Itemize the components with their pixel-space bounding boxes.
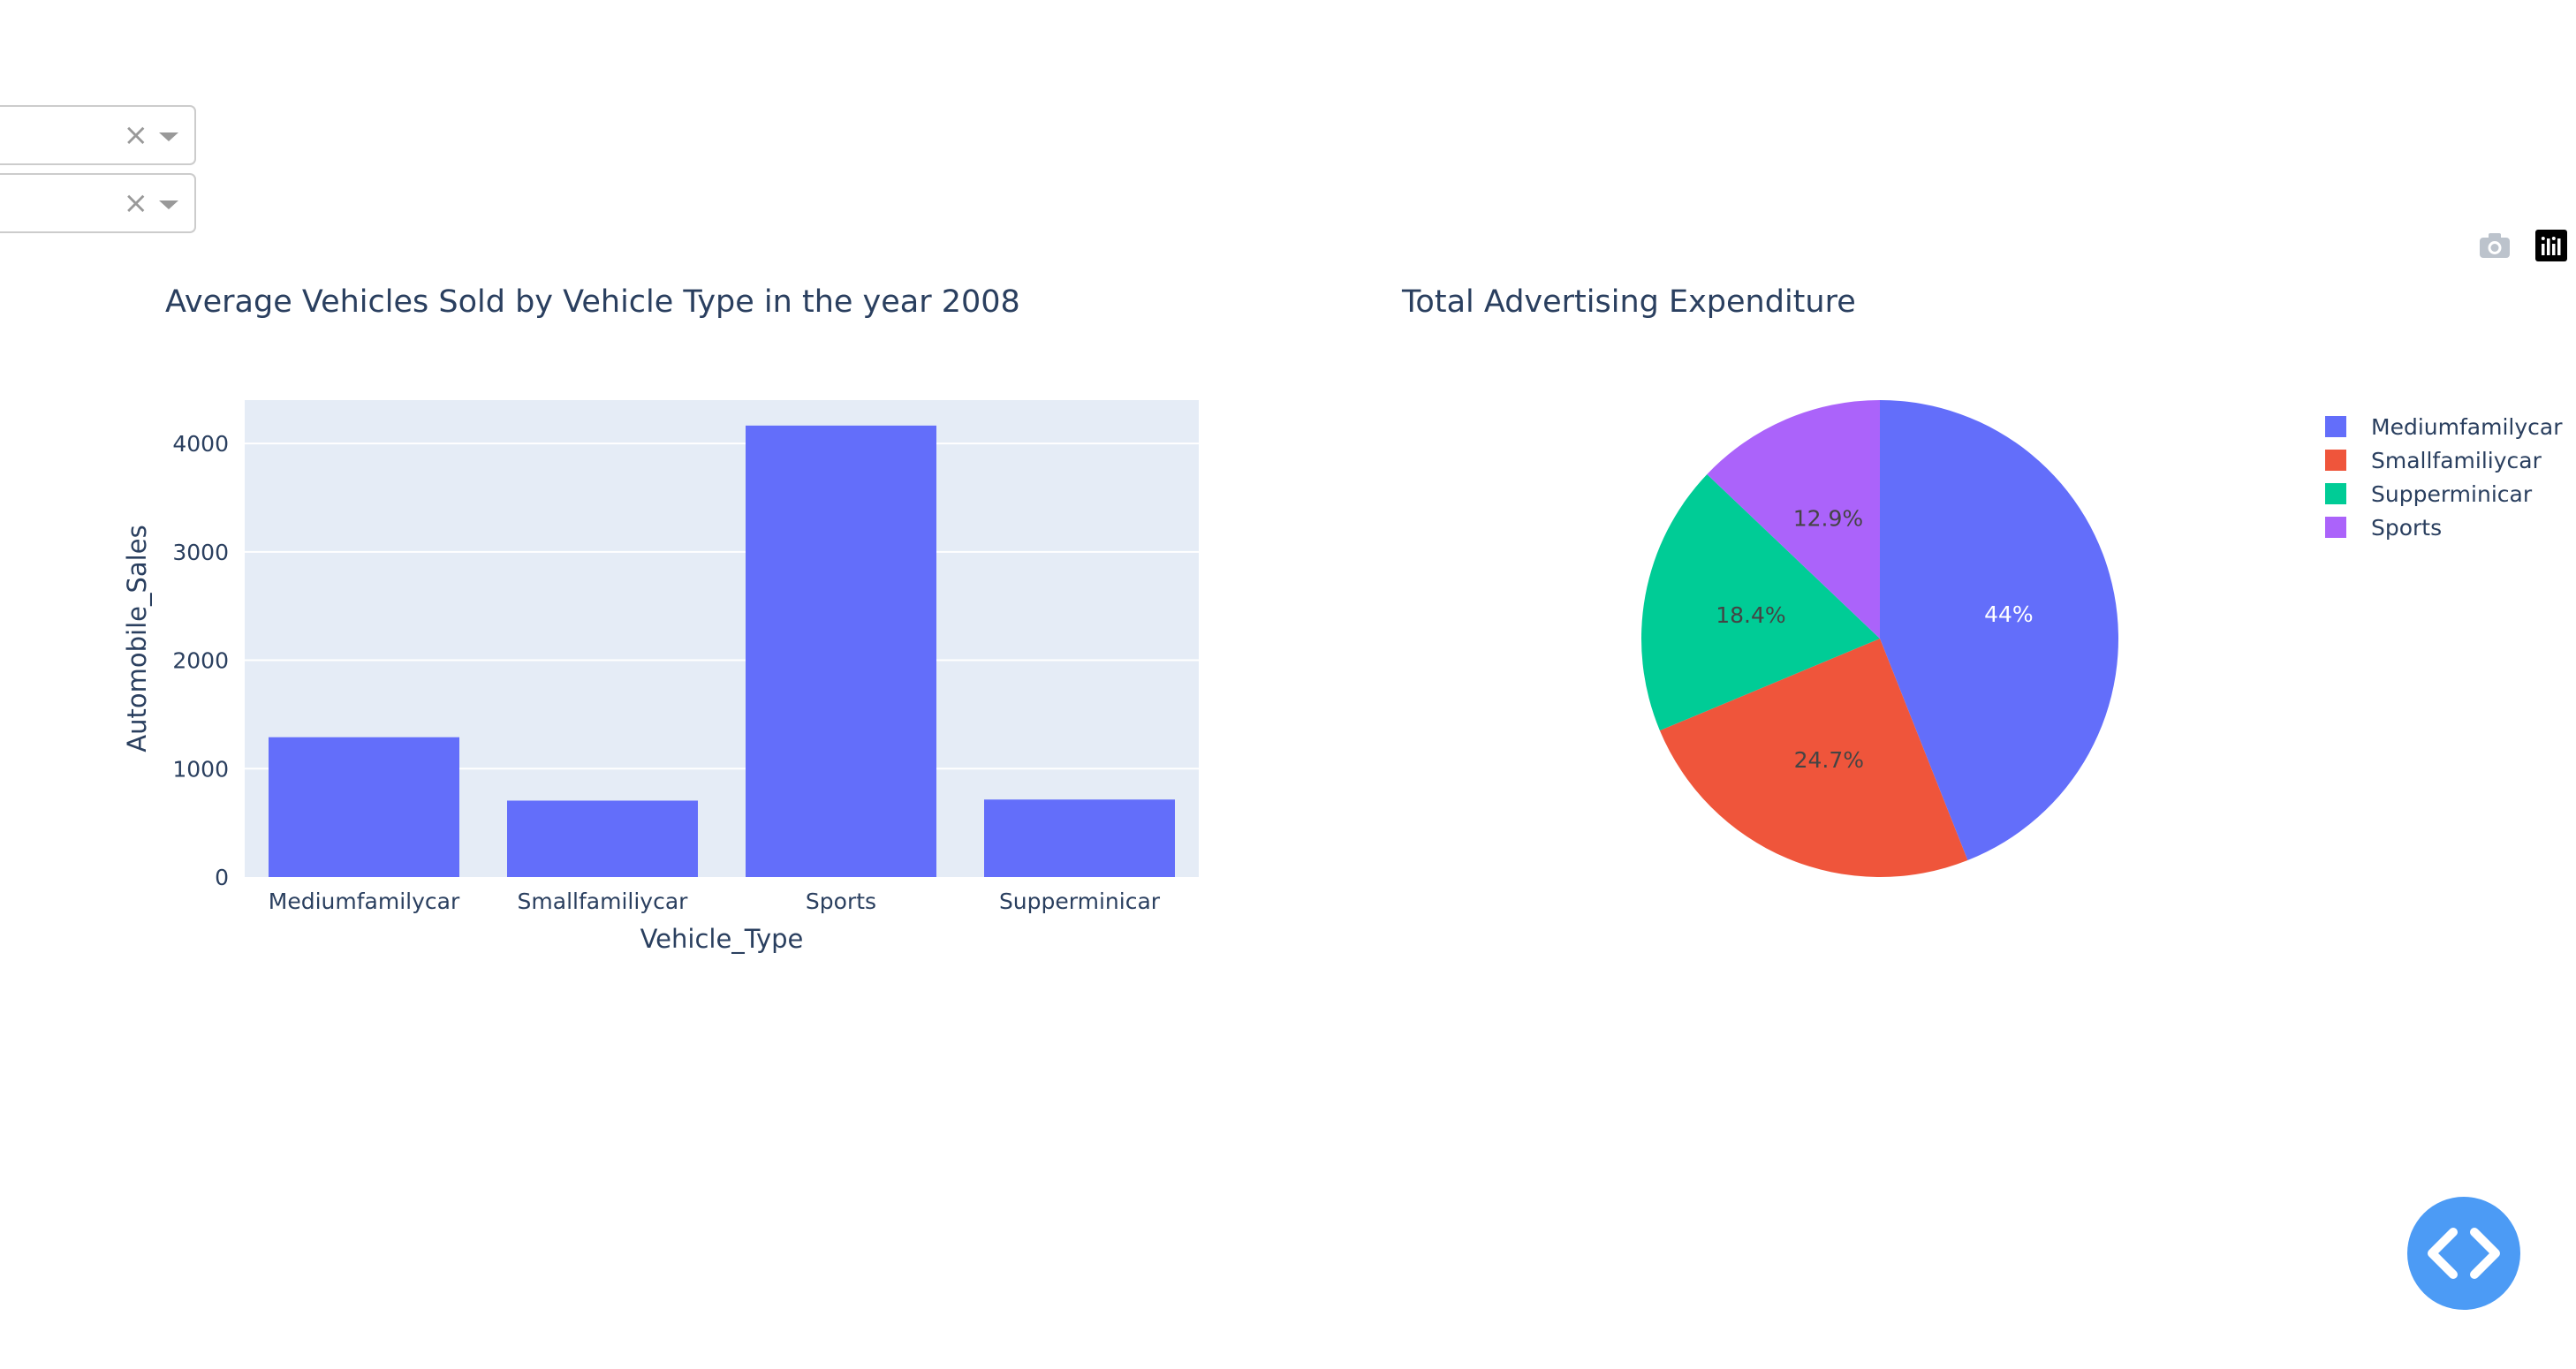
x-tick-label: Mediumfamilycar xyxy=(269,889,460,914)
bar xyxy=(984,799,1175,877)
y-tick-label: 1000 xyxy=(172,756,229,782)
y-tick-label: 0 xyxy=(215,865,229,890)
bar xyxy=(746,425,936,877)
chart-title: Total Advertising Expenditure xyxy=(1401,284,1856,320)
filter-dropdown-1[interactable]: × xyxy=(0,105,196,165)
x-tick-label: Smallfamiliycar xyxy=(518,889,689,914)
bar-chart: Average Vehicles Sold by Vehicle Type in… xyxy=(122,284,1199,954)
slice-label: 44% xyxy=(1984,601,2034,627)
bar xyxy=(269,737,459,877)
x-tick-label: Supperminicar xyxy=(999,889,1161,914)
legend-swatch xyxy=(2325,416,2346,437)
camera-icon[interactable] xyxy=(2478,231,2512,260)
y-tick-label: 2000 xyxy=(172,648,229,674)
slice-label: 12.9% xyxy=(1793,506,1863,532)
x-tick-label: Sports xyxy=(806,889,876,914)
pie-slice xyxy=(1707,400,1880,639)
y-axis-title: Automobile_Sales xyxy=(122,525,152,752)
pie-slice xyxy=(1880,400,2118,861)
legend-swatch xyxy=(2325,517,2346,538)
y-tick-label: 4000 xyxy=(172,431,229,457)
code-toggle-button[interactable] xyxy=(2407,1197,2520,1310)
slice-label: 18.4% xyxy=(1716,602,1785,628)
pie-slice xyxy=(1641,473,1880,731)
chart-title: Average Vehicles Sold by Vehicle Type in… xyxy=(165,284,1020,320)
pie-slice xyxy=(1659,639,1968,877)
x-axis-title: Vehicle_Type xyxy=(640,924,804,954)
legend-item-label: Supperminicar xyxy=(2371,481,2533,507)
chevron-down-icon[interactable] xyxy=(159,132,178,141)
clear-icon[interactable]: × xyxy=(123,185,149,221)
legend-item-label: Smallfamiliycar xyxy=(2371,448,2542,473)
chevron-down-icon[interactable] xyxy=(159,200,178,209)
legend-item-label: Sports xyxy=(2371,515,2442,541)
code-brackets-icon xyxy=(2428,1228,2500,1279)
legend-swatch xyxy=(2325,450,2346,471)
plotly-logo-icon[interactable] xyxy=(2535,230,2567,261)
bar xyxy=(507,800,698,877)
y-tick-label: 3000 xyxy=(172,540,229,565)
legend-swatch xyxy=(2325,483,2346,504)
pie-chart: Total Advertising Expenditure 44% 24.7% 18.… xyxy=(1401,284,2563,877)
slice-label: 24.7% xyxy=(1794,747,1864,773)
filter-dropdown-2[interactable]: × xyxy=(0,173,196,233)
legend-item-label: Mediumfamilycar xyxy=(2371,414,2563,440)
clear-icon[interactable]: × xyxy=(123,117,149,153)
